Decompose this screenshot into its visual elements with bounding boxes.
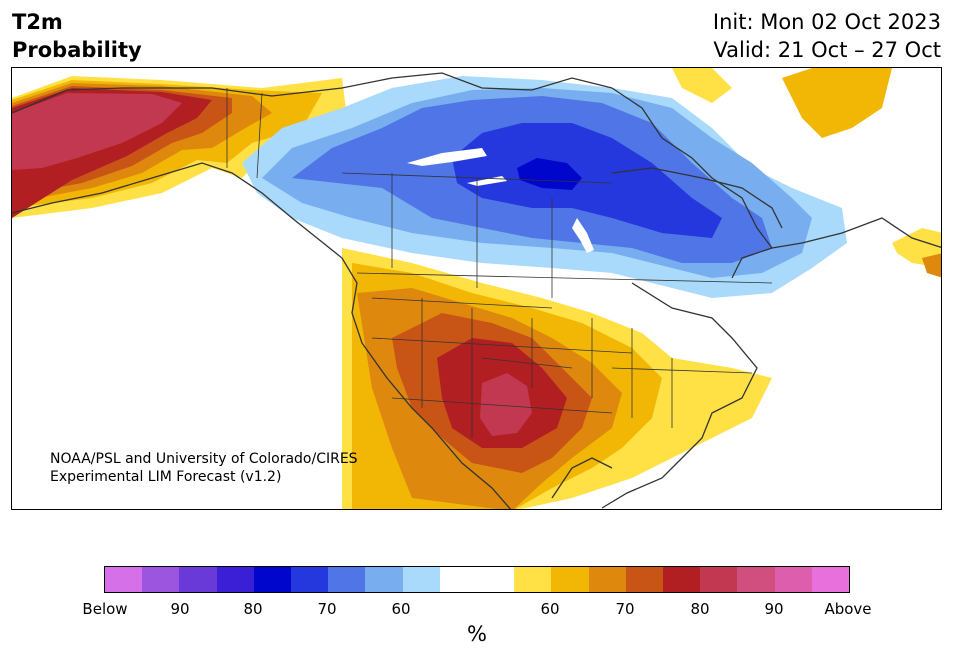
forecast-map: NOAA/PSL and University of Colorado/CIRE… — [11, 67, 942, 510]
warm-region-east-canada-70 — [922, 253, 941, 278]
colorbar — [104, 566, 850, 593]
colorbar-tick-label: 90 — [764, 600, 784, 618]
colorbar-segment-above-4 — [663, 567, 701, 592]
credit-line-1: NOAA/PSL and University of Colorado/CIRE… — [50, 451, 358, 467]
warm-region-alaska-85 — [12, 93, 182, 170]
coastlines — [12, 72, 941, 509]
colorbar-segment-above-3 — [625, 567, 664, 592]
colorbar-segment-below-1 — [142, 567, 180, 592]
colorbar-tick-label: 60 — [391, 600, 411, 618]
colorbar-tick-label: Below — [82, 600, 128, 618]
colorbar-segment-above-2 — [588, 567, 626, 592]
cold-region-80 — [517, 158, 582, 190]
colorbar-segment-below-8 — [402, 567, 440, 592]
colorbar-segment-below-3 — [216, 567, 254, 592]
colorbar-segment-below-4 — [253, 567, 292, 592]
colorbar-segment-neutral — [439, 567, 515, 592]
colorbar-tick-label: 80 — [243, 600, 263, 618]
lake-great-slave — [407, 148, 487, 166]
state-borders — [226, 88, 773, 438]
map-canvas — [12, 68, 941, 509]
valid-dates: Valid: 21 Oct – 27 Oct — [713, 38, 941, 62]
colorbar-unit: % — [467, 622, 487, 646]
colorbar-segment-below-5 — [291, 567, 329, 592]
colorbar-segment-below-6 — [328, 567, 366, 592]
colorbar-tick-label: 70 — [317, 600, 337, 618]
colorbar-tick-label: 60 — [540, 600, 560, 618]
map-title: T2m Probability — [12, 8, 142, 64]
lake-winnipeg — [572, 218, 594, 253]
credit-line-2: Experimental LIM Forecast (v1.2) — [50, 469, 282, 485]
colorbar-segment-below-7 — [365, 567, 403, 592]
colorbar-segment-above-1 — [551, 567, 589, 592]
colorbar-segment-above-0 — [514, 567, 552, 592]
warm-region-us-85 — [480, 373, 532, 436]
colorbar-segment-above-6 — [737, 567, 775, 592]
colorbar-tick-label: Above — [824, 600, 872, 618]
init-date: Init: Mon 02 Oct 2023 — [712, 10, 941, 34]
warm-region-labrador-60 — [672, 68, 732, 103]
colorbar-tick-label: 90 — [170, 600, 190, 618]
cold-region-75 — [452, 123, 722, 238]
colorbar-tick-label: 80 — [690, 600, 710, 618]
forecast-dates: Init: Mon 02 Oct 2023 Valid: 21 Oct – 27… — [713, 8, 941, 64]
colorbar-segment-below-0 — [105, 567, 143, 592]
colorbar-segment-above-8 — [811, 567, 850, 592]
title-variable: T2m — [12, 10, 63, 34]
colorbar-segment-above-7 — [774, 567, 812, 592]
warm-region-labrador — [782, 68, 892, 138]
colorbar-tick-label: 70 — [615, 600, 635, 618]
title-subtitle: Probability — [12, 38, 142, 62]
colorbar-segment-above-5 — [700, 567, 738, 592]
data-credit: NOAA/PSL and University of Colorado/CIRE… — [50, 450, 358, 486]
colorbar-segment-below-2 — [179, 567, 217, 592]
